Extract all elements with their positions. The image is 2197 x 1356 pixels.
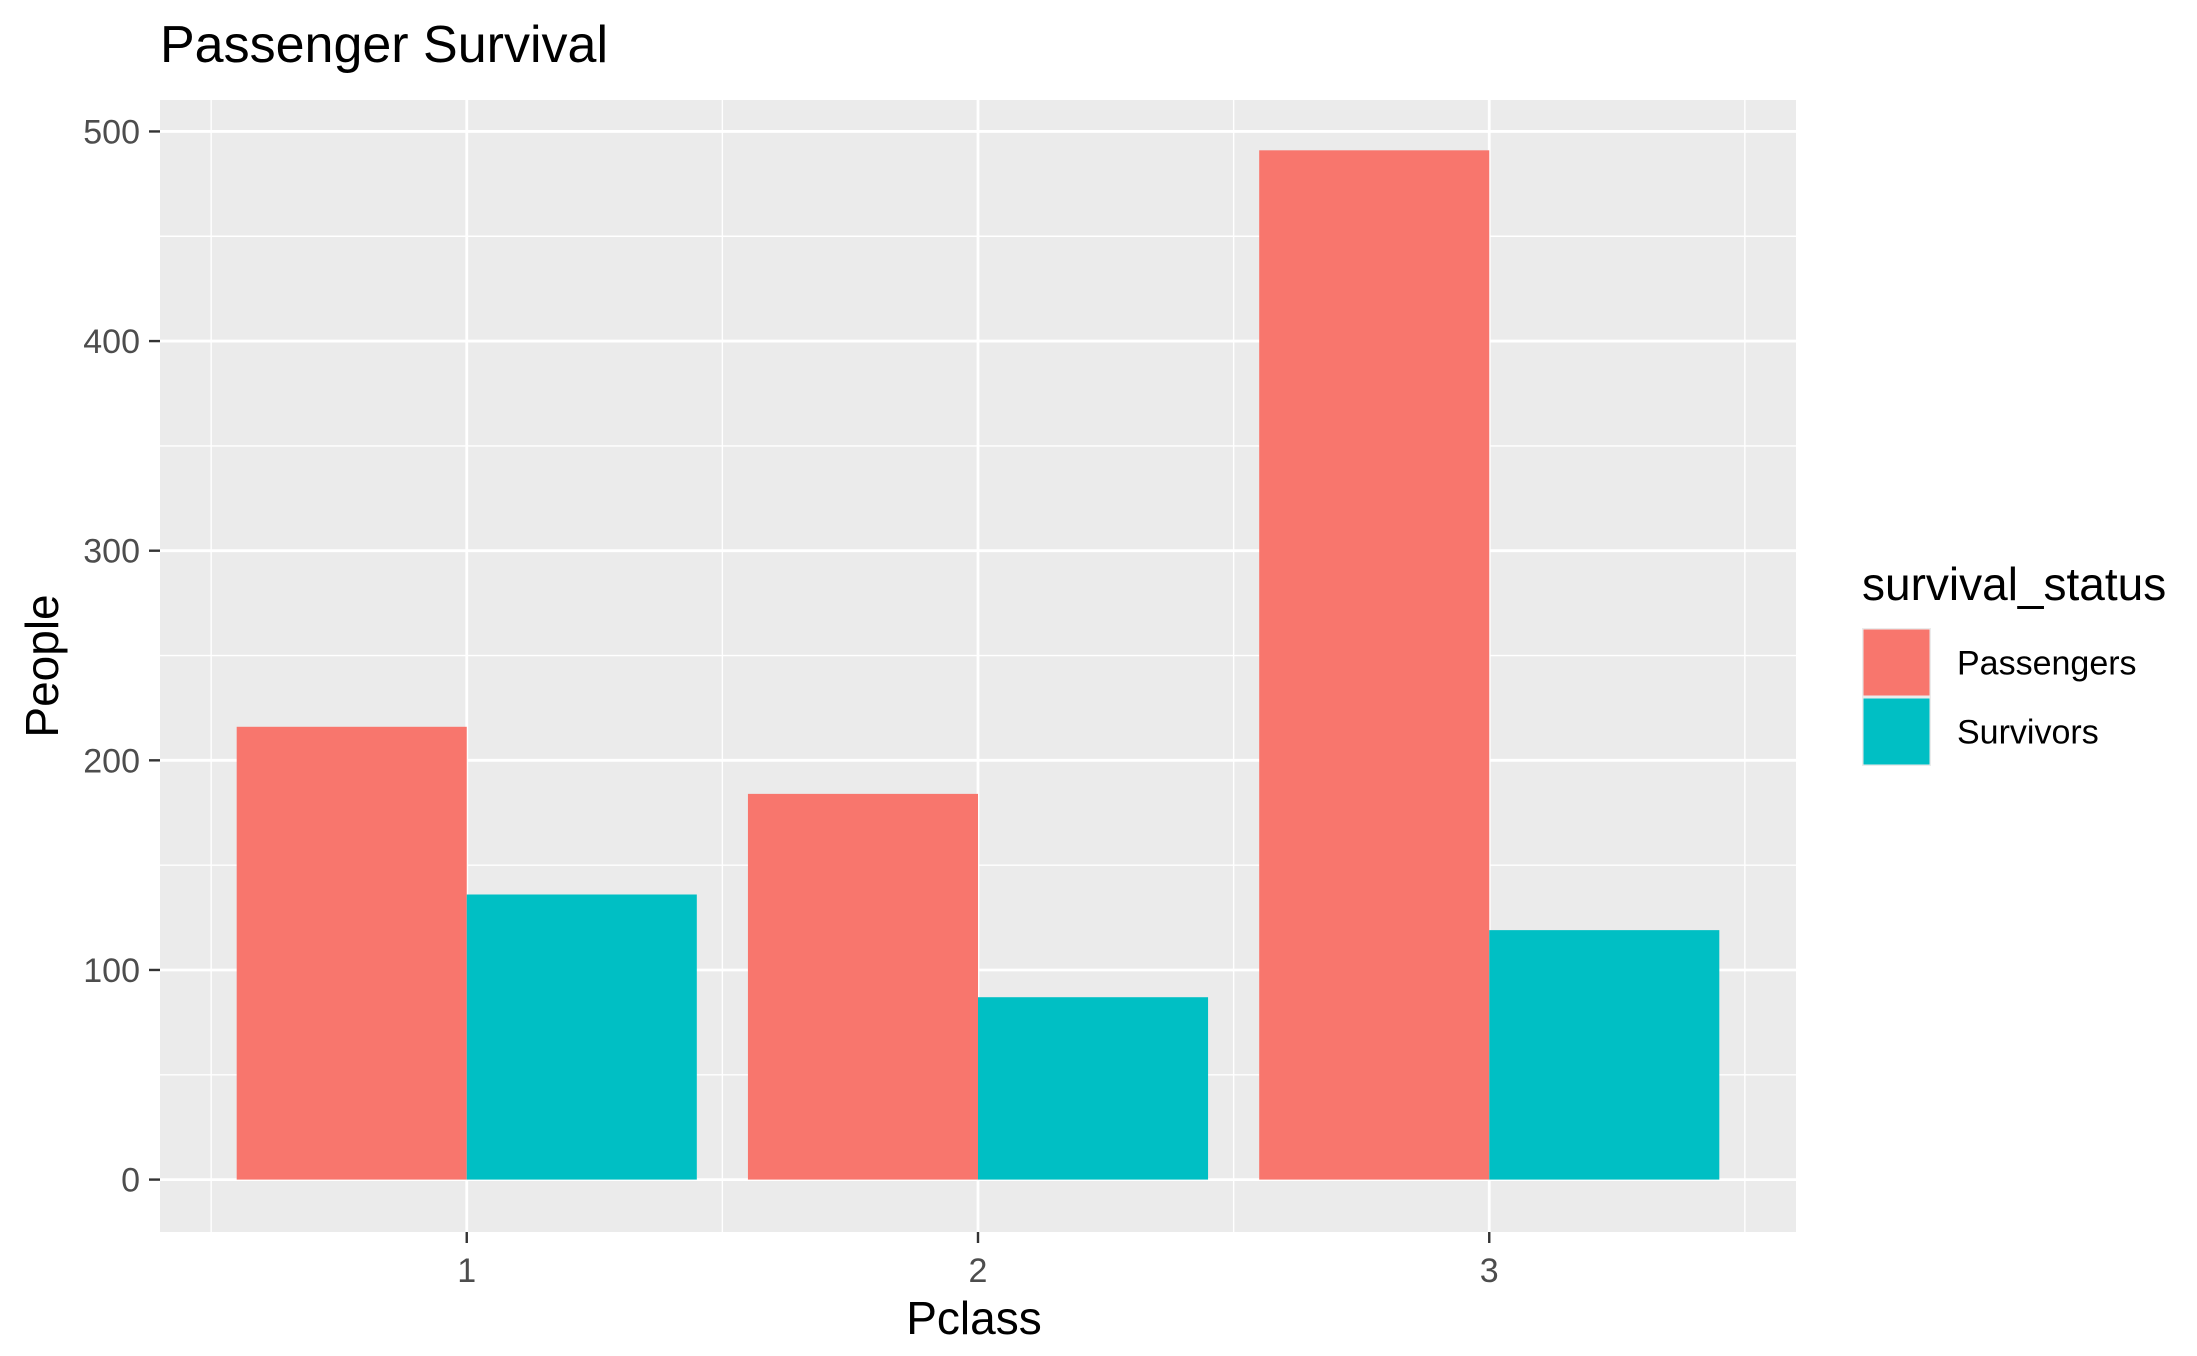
bars [236,150,1720,1180]
bar-survivors-class-3 [1489,930,1720,1180]
y-axis-title: People [16,594,68,737]
legend-swatch-passengers [1863,629,1930,696]
bar-survivors-class-1 [466,894,697,1180]
y-tick-label: 400 [83,323,140,361]
x-tick-label: 2 [969,1252,988,1290]
bar-passengers-class-1 [236,726,467,1180]
x-tick-label: 1 [457,1252,476,1290]
legend-label-survivors: Survivors [1957,714,2099,752]
y-tick-label: 300 [83,533,140,571]
x-axis-title: Pclass [906,1292,1041,1344]
x-tick-label: 3 [1480,1252,1499,1290]
plot-area [160,100,1796,1232]
bar-survivors-class-2 [978,997,1209,1180]
legend-label-passengers: Passengers [1957,645,2137,683]
y-tick-label: 100 [83,952,140,990]
legend-title: survival_status [1862,558,2166,610]
bar-passengers-class-2 [747,793,978,1180]
y-tick-label: 0 [121,1162,140,1200]
bar-passengers-class-3 [1259,150,1490,1180]
legend-swatch-survivors [1863,698,1930,765]
y-tick-label: 200 [83,742,140,780]
x-axis: 1 2 3 [457,1232,1499,1290]
chart-title: Passenger Survival [160,16,608,74]
y-axis: 0 100 200 300 400 500 [83,113,160,1200]
legend: survival_status Passengers Survivors [1862,558,2166,766]
y-tick-label: 500 [83,113,140,151]
